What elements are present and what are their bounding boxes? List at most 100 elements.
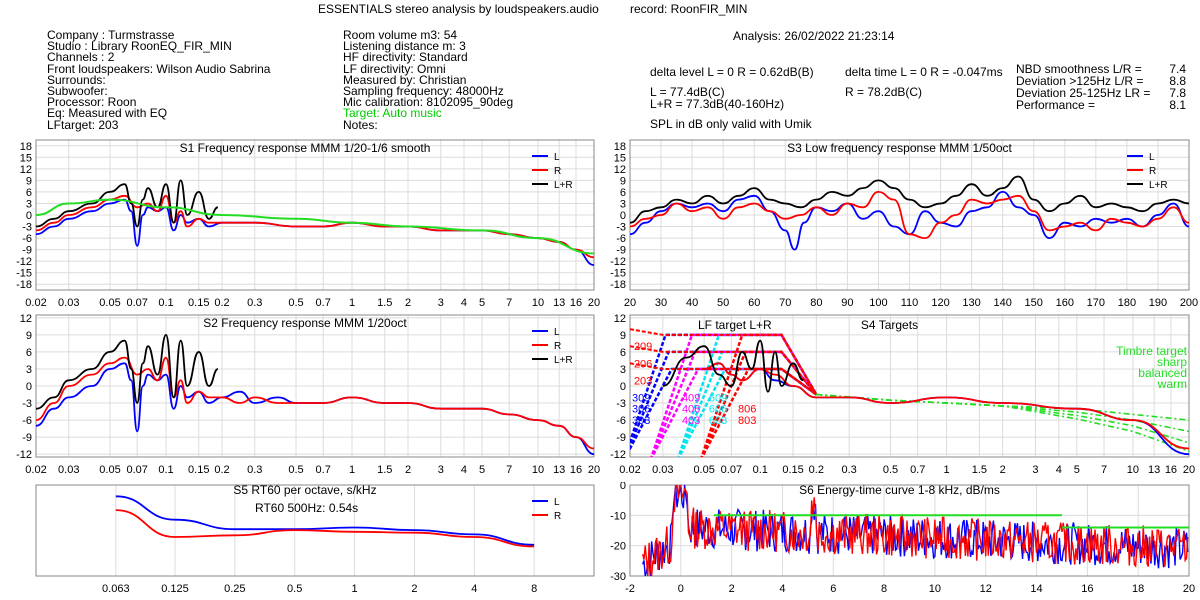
metric-row: Deviation 25-125Hz LR = 7.8 [1016, 87, 1186, 99]
legend-label: L+R [1149, 180, 1168, 191]
x-tick-label: 50 [717, 297, 729, 309]
series-line-l [630, 190, 1189, 251]
measurement-info-line: Measured by: Christian [343, 72, 467, 87]
x-tick-label: 170 [1087, 297, 1105, 309]
y-tick-label: -30 [610, 571, 626, 583]
rt60-annotation: RT60 500Hz: 0.54s [255, 501, 358, 515]
x-tick-label: 18 [1132, 583, 1144, 595]
series-line-l-plus-r [36, 333, 219, 410]
chart-s3-low-frequency-response: 20 30 40 50 60 70 80 90 100 110 120 130 140 150 160 170… [610, 139, 1198, 309]
x-tick-label: 20 [588, 464, 600, 476]
y-tick-label: -18 [16, 279, 32, 291]
measurement-info-line: HF directivity: Standard [343, 50, 468, 65]
chart-s2-frequency-response: 0.02 0.03 0.05 0.07 0.1 0.15 0.2 0.3 0.5 0.7 1 1.5 2… [16, 313, 600, 476]
series-line-r [115, 509, 535, 548]
y-tick-label: -6 [616, 415, 626, 427]
chart-title: S1 Frequency response MMM 1/20-1/6 smoot… [180, 141, 431, 155]
x-tick-label: 0.03 [58, 464, 79, 476]
x-tick-label: 16 [570, 297, 582, 309]
series-group [630, 175, 1189, 251]
y-tick-label: -6 [616, 233, 626, 245]
x-tick-label: 20 [1183, 583, 1195, 595]
lf-target-curve [630, 362, 817, 396]
x-tick-label: 60 [748, 297, 760, 309]
x-tick-label: 140 [993, 297, 1011, 309]
x-tick-label: 20 [1183, 464, 1195, 476]
measurement-info-line: LF directivity: Omni [343, 61, 446, 76]
x-tick-label: 0.125 [161, 583, 189, 595]
setup-info-line: Eq: Measured with EQ [47, 106, 168, 121]
x-tick-label: 0.5 [287, 583, 302, 595]
report-header: ESSENTIALS stereo analysis by loudspeake… [0, 0, 1200, 135]
metric-label: NBD smoothness L/R = [1016, 62, 1142, 76]
series-line-r [630, 190, 1189, 240]
setup-info-line: Channels : 2 [47, 50, 115, 65]
lf-target-curve [630, 345, 818, 396]
metric-value: 8.1 [1169, 98, 1186, 112]
measurement-info-line: Listening distance m: 3 [343, 39, 466, 54]
measurement-info-line: Sampling frequency: 48000Hz [343, 84, 504, 99]
y-tick-label: 0 [26, 210, 32, 222]
x-tick-label: 0.5 [288, 464, 303, 476]
setup-info-column: Company : Turmstrasse Studio : Library Ro… [47, 29, 270, 131]
etc-traces [642, 485, 1189, 576]
chart-s4-targets: 0.02 0.03 0.05 0.07 0.1 0.15 0.2 0.3 0.5 0.7 1 1.5 2… [610, 313, 1195, 476]
target-label: 306 [632, 404, 650, 416]
setup-info-line: Subwoofer: [47, 84, 108, 99]
x-tick-label: 4 [461, 297, 467, 309]
y-tick-label: 6 [26, 347, 32, 359]
y-tick-label: -3 [616, 222, 626, 234]
y-tick-label: -15 [610, 268, 626, 280]
y-tick-label: 6 [26, 187, 32, 199]
x-tick-label: 5 [479, 464, 485, 476]
x-tick-label: 3 [438, 297, 444, 309]
timbre-target-curve [816, 393, 1189, 453]
y-tick-label: 0 [620, 210, 626, 222]
x-tick-label: 1.5 [972, 464, 987, 476]
target-label: Target: Auto music [343, 106, 442, 121]
x-tick-label: -2 [625, 583, 635, 595]
x-tick-label: 180 [1118, 297, 1136, 309]
series-line-l-plus-r [36, 179, 219, 228]
y-tick-label: -12 [610, 449, 626, 461]
x-tick-label: 4 [779, 583, 785, 595]
x-tick-label: 0.3 [247, 297, 262, 309]
legend-label: L+R [554, 355, 573, 366]
metrics-block: NBD smoothness L/R = 7.4 Deviation >125Hz … [1016, 63, 1186, 111]
target-label: 203 [634, 375, 652, 387]
etc-trace [642, 485, 1189, 576]
legend-label: L [1149, 152, 1155, 163]
x-tick-label: 7 [506, 297, 512, 309]
x-tick-label: 7 [506, 464, 512, 476]
plot-frame [35, 314, 595, 458]
spl-left-right: L+R = 77.3dB(40-160Hz) [650, 97, 785, 111]
legend-label: L [554, 152, 560, 163]
target-label: 609 [709, 392, 727, 404]
y-tick-label: 18 [614, 141, 626, 153]
series-line-l [36, 198, 594, 266]
x-tick-label: 10 [929, 583, 941, 595]
series-line-l [115, 495, 535, 546]
y-tick-label: -15 [16, 268, 32, 280]
x-tick-label: 1 [349, 464, 355, 476]
setup-info-line: Processor: Roon [47, 95, 137, 110]
plot-frame [629, 139, 1190, 291]
y-tick-label: 0 [620, 482, 626, 492]
y-tick-label: 18 [20, 141, 32, 153]
metric-label: Deviation >125Hz L/R = [1016, 74, 1144, 88]
x-tick-label: 0.5 [883, 464, 898, 476]
legend-label: L [554, 327, 560, 338]
x-tick-label: 8 [531, 583, 537, 595]
y-tick-label: 12 [20, 313, 32, 325]
x-tick-label: 0.1 [158, 464, 173, 476]
legend-label: R [554, 341, 561, 352]
metric-value: 7.8 [1169, 86, 1186, 100]
x-tick-label: 0.7 [910, 464, 925, 476]
y-tick-label: -3 [22, 398, 32, 410]
lf-target-label: LF target L+R [698, 318, 772, 332]
grid [629, 484, 1190, 577]
y-tick-label: -9 [22, 432, 32, 444]
metric-row: Performance = 8.1 [1016, 99, 1186, 111]
y-tick-label: -12 [16, 256, 32, 268]
lf-target-curves [630, 328, 818, 457]
